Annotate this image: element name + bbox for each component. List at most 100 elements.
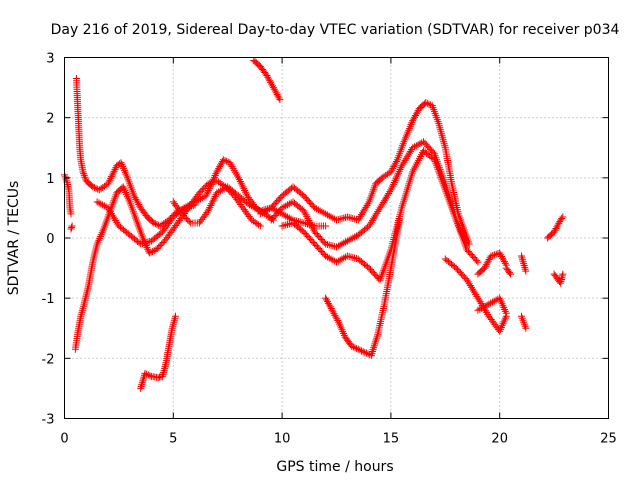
data-point bbox=[474, 258, 482, 266]
data-point bbox=[401, 156, 409, 164]
data-point bbox=[343, 213, 351, 221]
grid-layer bbox=[64, 57, 609, 419]
data-point bbox=[519, 256, 527, 264]
data-point bbox=[414, 141, 422, 149]
series-arc-16 bbox=[502, 264, 515, 278]
data-point bbox=[93, 198, 101, 206]
x-tick-label: 25 bbox=[600, 432, 617, 447]
data-point bbox=[373, 209, 381, 217]
data-point bbox=[347, 235, 355, 243]
data-point bbox=[558, 214, 566, 222]
data-point bbox=[345, 236, 353, 244]
x-tick-label: 10 bbox=[274, 432, 291, 447]
data-point bbox=[329, 256, 337, 264]
data-point bbox=[416, 140, 424, 148]
data-point bbox=[242, 188, 250, 196]
data-point bbox=[189, 199, 197, 207]
data-point bbox=[377, 202, 385, 210]
data-point bbox=[180, 204, 188, 212]
data-point bbox=[187, 200, 195, 208]
series-arc-17 bbox=[517, 312, 530, 332]
data-point bbox=[108, 171, 116, 179]
data-point bbox=[359, 348, 367, 356]
data-point bbox=[240, 185, 248, 193]
data-point bbox=[278, 204, 286, 212]
data-point bbox=[322, 222, 330, 230]
data-point bbox=[347, 214, 355, 222]
data-point bbox=[559, 270, 567, 278]
data-point bbox=[253, 205, 261, 213]
data-point bbox=[320, 209, 328, 217]
data-point bbox=[235, 174, 243, 182]
data-point bbox=[285, 214, 293, 222]
series-arc-3 bbox=[71, 177, 264, 353]
x-tick-label: 0 bbox=[60, 432, 68, 447]
x-tick-label: 15 bbox=[383, 432, 400, 447]
data-point bbox=[137, 240, 145, 248]
data-point bbox=[347, 253, 355, 261]
data-point bbox=[363, 202, 371, 210]
data-point bbox=[521, 265, 529, 273]
series-arc-2 bbox=[67, 222, 76, 233]
data-point bbox=[294, 217, 302, 225]
data-point bbox=[373, 334, 381, 342]
data-point bbox=[181, 213, 189, 221]
data-point bbox=[396, 216, 404, 224]
data-point bbox=[365, 222, 373, 230]
data-point bbox=[355, 214, 363, 222]
data-point bbox=[338, 240, 346, 248]
data-point bbox=[370, 342, 378, 350]
data-point bbox=[80, 170, 88, 178]
data-point bbox=[205, 205, 213, 213]
data-point bbox=[260, 208, 268, 216]
data-point bbox=[505, 269, 513, 277]
data-point bbox=[351, 254, 359, 262]
data-point bbox=[372, 336, 380, 344]
data-point bbox=[298, 218, 306, 226]
data-point bbox=[334, 215, 342, 223]
data-point bbox=[368, 217, 376, 225]
data-point bbox=[559, 213, 567, 221]
data-point bbox=[518, 254, 526, 262]
data-point bbox=[349, 343, 357, 351]
data-point bbox=[284, 213, 292, 221]
data-point bbox=[338, 214, 346, 222]
data-point bbox=[105, 178, 113, 186]
data-point bbox=[345, 213, 353, 221]
data-point bbox=[475, 296, 483, 304]
data-point bbox=[351, 215, 359, 223]
data-point bbox=[487, 299, 495, 307]
y-tick-label: -3 bbox=[42, 413, 55, 428]
data-point bbox=[485, 300, 493, 308]
data-point bbox=[333, 258, 340, 266]
data-point bbox=[109, 169, 117, 177]
data-point bbox=[302, 219, 310, 227]
data-point bbox=[384, 191, 392, 199]
data-point bbox=[238, 181, 246, 189]
data-point bbox=[236, 177, 244, 185]
data-point bbox=[137, 383, 145, 391]
data-point bbox=[373, 332, 381, 340]
series-arc-13 bbox=[441, 255, 510, 335]
data-point bbox=[104, 204, 112, 212]
series-arc-4 bbox=[72, 75, 199, 230]
data-point bbox=[507, 270, 515, 278]
data-point bbox=[333, 243, 340, 251]
data-point bbox=[343, 252, 351, 260]
data-point bbox=[182, 214, 190, 222]
x-tick-label: 5 bbox=[169, 432, 177, 447]
data-point bbox=[385, 189, 393, 197]
data-point bbox=[322, 240, 330, 248]
data-point bbox=[478, 304, 486, 312]
data-point bbox=[216, 187, 224, 195]
data-point bbox=[349, 214, 357, 222]
data-point bbox=[256, 210, 264, 218]
data-point bbox=[517, 252, 525, 260]
data-point bbox=[280, 221, 288, 229]
series-arc-14 bbox=[474, 294, 510, 317]
data-point bbox=[399, 160, 407, 168]
data-point bbox=[471, 289, 479, 297]
data-point bbox=[325, 212, 333, 220]
data-point bbox=[522, 324, 530, 332]
